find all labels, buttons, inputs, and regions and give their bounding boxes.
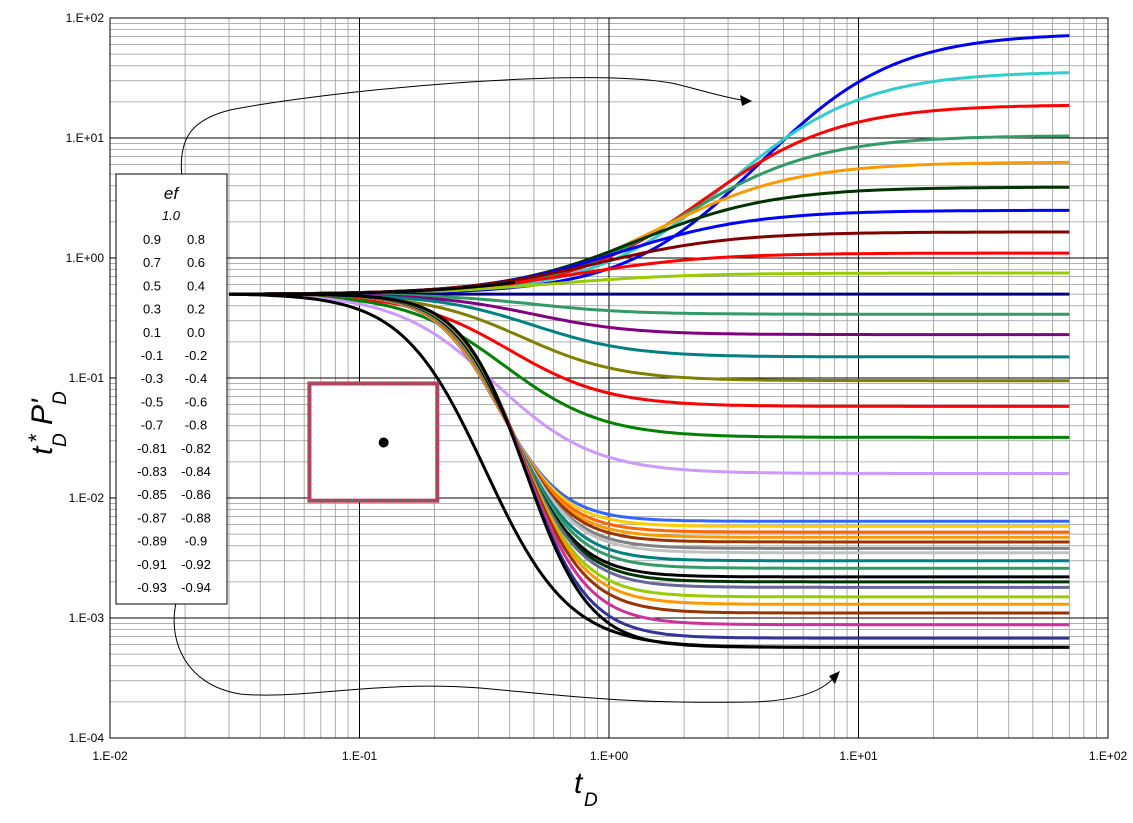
x-axis-title-sub: D: [584, 790, 598, 811]
legend-entry: -0.92: [181, 557, 211, 572]
legend-entry: -0.94: [181, 580, 211, 595]
y-axis-title-sub1: D: [50, 433, 71, 447]
x-tick-label: 1.E+01: [839, 749, 878, 763]
series-line: [228, 292, 1070, 408]
legend-entry: -0.4: [185, 371, 207, 386]
legend-entry: -0.6: [185, 394, 207, 409]
series-line: [228, 292, 1070, 439]
legend-entry: -0.83: [137, 464, 167, 479]
legend-entry: -0.86: [181, 487, 211, 502]
x-tick-label: 1.E+02: [1089, 749, 1128, 763]
x-axis-title: t D: [574, 767, 598, 811]
annotation-arrows: [173, 77, 840, 703]
boundary-square: [307, 381, 440, 503]
ticks-layer: 1.E-02 1.E-01 1.E+00 1.E+01 1.E+02 1.E-04 1.E-…: [66, 11, 1128, 763]
y-tick-label: 1.E+02: [66, 11, 105, 25]
legend-entry: -0.87: [137, 510, 167, 525]
curves-layer: [228, 34, 1070, 649]
boundary-square-dash: [308, 382, 439, 502]
legend-entry: -0.93: [137, 580, 167, 595]
y-tick-label: 1.E-03: [69, 611, 105, 625]
legend-entry: -0.91: [137, 557, 167, 572]
legend-entry: -0.2: [185, 348, 207, 363]
legend-entry: 0.2: [187, 302, 205, 317]
y-tick-label: 1.E-01: [69, 371, 105, 385]
x-axis-title-main: t: [574, 767, 584, 800]
series-line: [228, 292, 1070, 649]
legend-entry: 0.3: [143, 302, 161, 317]
lower-arrow: [173, 602, 837, 703]
upper-arrow: [180, 77, 751, 179]
legend-entry: -0.5: [141, 394, 163, 409]
upper-arrowhead: [740, 95, 752, 106]
legend-entry: -0.8: [185, 418, 207, 433]
legend-entry: -0.7: [141, 418, 163, 433]
y-axis-title-main2: P': [26, 398, 59, 425]
x-tick-label: 1.E-01: [342, 749, 378, 763]
legend-rows: 0.9 0.8 0.7 0.6 0.5 0.4 0.3 0.2 0.1 0.0 -0.1 -0.2 -0…: [137, 232, 211, 595]
legend-entry: 0.8: [187, 232, 205, 247]
legend-entry: -0.81: [137, 441, 167, 456]
y-tick-label: 1.E+01: [66, 131, 105, 145]
legend-entry: -0.84: [181, 464, 211, 479]
legend-subtitle: 1.0: [162, 208, 181, 223]
well-dot: [378, 437, 389, 448]
x-tick-label: 1.E+00: [590, 749, 629, 763]
legend-entry: 0.7: [143, 255, 161, 270]
legend-entry: -0.82: [181, 441, 211, 456]
legend-entry: 0.9: [143, 232, 161, 247]
y-axis-title-main: t: [26, 445, 59, 455]
legend-entry: -0.89: [137, 534, 167, 549]
y-axis-title: t * D P' D: [24, 391, 71, 455]
legend-entry: 0.6: [187, 255, 205, 270]
lower-arrowhead: [829, 671, 840, 684]
legend-entry: 0.5: [143, 278, 161, 293]
legend-entry: 0.1: [143, 325, 161, 340]
y-tick-label: 1.E-04: [69, 731, 105, 745]
legend-entry: 0.4: [187, 278, 205, 293]
legend-entry: -0.1: [141, 348, 163, 363]
series-line: [228, 292, 1070, 475]
legend-entry: -0.85: [137, 487, 167, 502]
legend-entry: 0.0: [187, 325, 205, 340]
y-axis-title-sup: *: [24, 433, 49, 443]
legend-box: [115, 173, 228, 605]
legend-title: ef: [164, 184, 180, 203]
boundary-symbol: [307, 381, 440, 503]
legend-entry: -0.3: [141, 371, 163, 386]
x-tick-label: 1.E-02: [92, 749, 128, 763]
series-line: [229, 280, 516, 296]
y-tick-label: 1.E+00: [66, 251, 105, 265]
y-tick-label: 1.E-02: [69, 491, 105, 505]
legend-entry: -0.9: [185, 534, 207, 549]
legend-entry: -0.88: [181, 510, 211, 525]
legend: ef 1.0 0.9 0.8 0.7 0.6 0.5 0.4 0.3 0.2 0.1 0.0 -0.…: [115, 173, 228, 605]
y-axis-title-sub2: D: [50, 391, 71, 405]
